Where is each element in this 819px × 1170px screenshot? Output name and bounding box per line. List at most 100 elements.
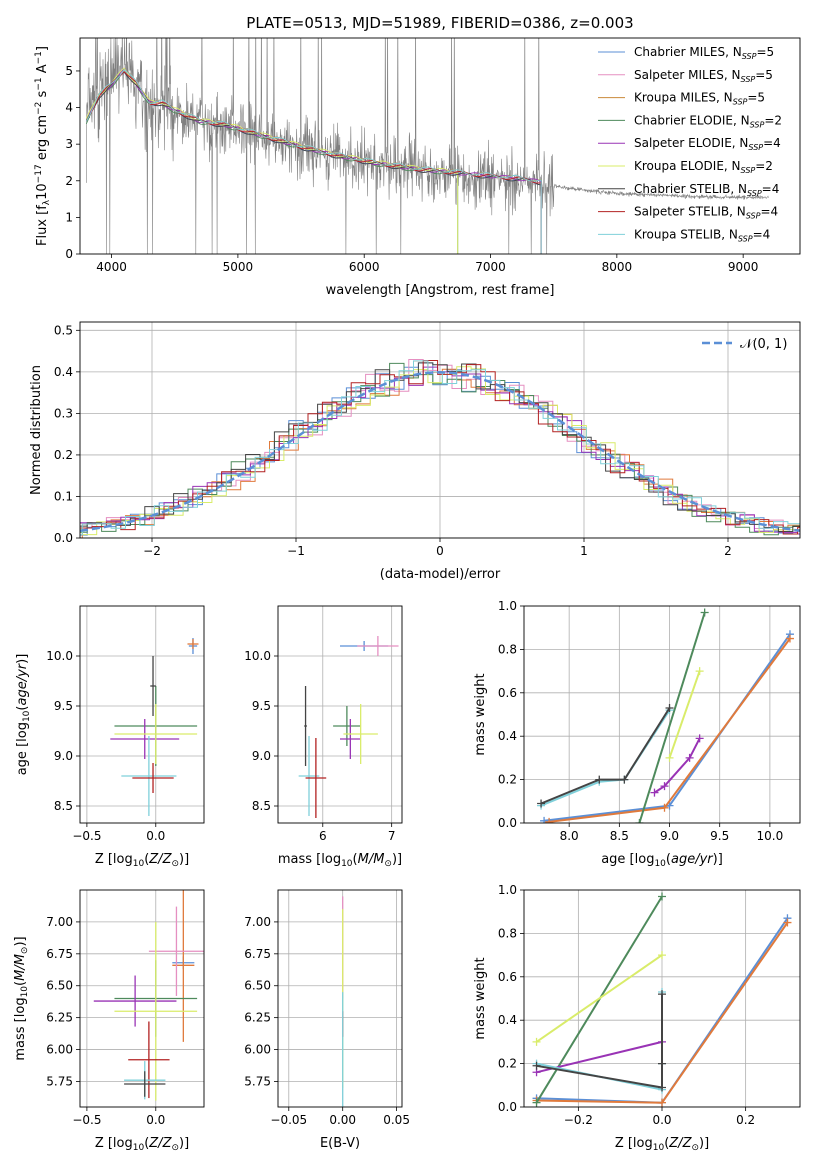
- x-axis-label: mass [log10(M/M⊙)]: [278, 852, 402, 869]
- x-tick-label: 7000: [475, 260, 506, 274]
- plot-area: [80, 890, 204, 1107]
- legend-label: Salpeter MILES, NSSP=5: [634, 68, 773, 84]
- y-tick-label: 6.00: [46, 1043, 73, 1057]
- x-axis-label: (data-model)/error: [380, 567, 501, 582]
- axes-frame: [523, 605, 801, 824]
- weight-line: [543, 633, 791, 822]
- weight-marker: [532, 1061, 541, 1070]
- y-tick-label: 0.0: [498, 1100, 517, 1114]
- errorbar-point: [333, 706, 361, 746]
- x-tick-label: −2: [143, 544, 161, 558]
- y-axis-label: mass weight: [473, 673, 488, 755]
- y-tick-label: 9.5: [54, 699, 73, 713]
- axes-frame: [79, 605, 205, 824]
- plot-area: [80, 606, 204, 823]
- y-tick-label: 0.0: [498, 816, 517, 830]
- legend-label: Chabrier STELIB, NSSP=4: [634, 182, 779, 198]
- histogram-chabrier_stelib: [80, 362, 800, 532]
- y-tick-label: 6.75: [46, 947, 73, 961]
- y-tick-label: 0.2: [498, 773, 517, 787]
- x-tick-label: 8000: [602, 260, 633, 274]
- plot-area: [524, 606, 800, 823]
- y-tick-label: 0.8: [498, 926, 517, 940]
- weight-line: [540, 707, 671, 805]
- normal-curve: [80, 371, 800, 532]
- weight-marker: [685, 753, 694, 762]
- y-tick-label: 0.3: [54, 406, 73, 420]
- x-tick-label: 8.5: [610, 829, 629, 843]
- chart-age_vs_Z: −0.5 0.0 8.5 9.0 9.5 10.0 Z [log10(Z/Z⊙)] age […: [15, 605, 205, 869]
- y-tick-label: 9.0: [252, 749, 271, 763]
- x-tick-label: 0.05: [383, 1113, 410, 1127]
- figure-title: PLATE=0513, MJD=51989, FIBERID=0386, z=0…: [246, 14, 633, 32]
- errorbar-point: [148, 906, 204, 996]
- legend-label: Chabrier MILES, NSSP=5: [634, 45, 774, 61]
- y-tick-label: 5.75: [244, 1074, 271, 1088]
- y-tick-label: 0.5: [54, 323, 73, 337]
- weight-marker: [665, 703, 674, 712]
- errorbar-point: [110, 719, 180, 759]
- x-tick-label: −0.5: [72, 829, 101, 843]
- axes-frame: [79, 37, 801, 255]
- x-tick-label: 0.2: [736, 1113, 755, 1127]
- weight-marker: [545, 817, 554, 823]
- spectrum-data-line: [86, 38, 769, 254]
- y-tick-label: 8.5: [54, 799, 73, 813]
- x-axis-label: Z [log10(Z/Z⊙)]: [615, 1136, 709, 1153]
- weight-marker: [650, 788, 659, 797]
- errorbar-point: [124, 1071, 166, 1097]
- weight-marker: [660, 782, 669, 791]
- x-tick-label: −0.5: [72, 1113, 101, 1127]
- y-axis-label: age [log10(age/yr)]: [15, 654, 32, 776]
- x-tick-label: 7: [388, 829, 396, 843]
- legend-label: 𝒩(0, 1): [740, 337, 787, 352]
- weight-marker: [658, 1098, 666, 1107]
- y-tick-label: 1.0: [498, 883, 517, 897]
- x-axis-label: age [log10(age/yr)]: [601, 852, 723, 869]
- y-tick-label: 5.75: [46, 1074, 73, 1088]
- y-axis-label: Normed distribution: [29, 365, 44, 495]
- y-tick-label: 10.0: [244, 649, 271, 663]
- weight-marker: [540, 816, 549, 823]
- legend-label: Salpeter STELIB, NSSP=4: [634, 205, 778, 221]
- chart-weight_vs_age: 8.0 8.5 9.0 9.5 10.0 0.0 0.2 0.4 0.6 0.8 1.0 age [l…: [473, 599, 801, 869]
- y-tick-label: 8.5: [252, 799, 271, 813]
- plot-area: [524, 890, 800, 1107]
- weight-line: [536, 994, 663, 1089]
- legend-label: Kroupa STELIB, NSSP=4: [634, 227, 770, 243]
- weight-line: [653, 737, 701, 794]
- x-axis-label: Z [log10(Z/Z⊙)]: [95, 1136, 189, 1153]
- weight-marker: [700, 608, 709, 617]
- axes-frame: [277, 889, 403, 1108]
- errorbar-point: [114, 704, 198, 764]
- errorbar-point: [340, 719, 361, 759]
- y-tick-label: 7.00: [46, 915, 73, 929]
- weight-marker: [660, 803, 669, 812]
- y-tick-label: 4: [65, 101, 73, 115]
- axes-frame: [277, 605, 403, 824]
- y-tick-label: 9.0: [54, 749, 73, 763]
- weight-marker: [658, 892, 666, 901]
- errorbar-point: [187, 639, 199, 649]
- chart-mass_vs_ebv: −0.05 0.00 0.05 5.75 6.00 6.25 6.50 6.75 7.00 E(B…: [244, 889, 410, 1151]
- y-tick-label: 6.50: [244, 979, 271, 993]
- y-tick-label: 1: [65, 210, 73, 224]
- x-tick-label: 0.0: [652, 1113, 671, 1127]
- weight-line: [638, 612, 706, 823]
- x-tick-label: 9.0: [660, 829, 679, 843]
- weight-marker: [785, 634, 794, 643]
- y-tick-label: 10.0: [46, 649, 73, 663]
- x-tick-label: 9000: [728, 260, 759, 274]
- weight-line: [668, 670, 701, 759]
- errorbar-point: [121, 736, 177, 816]
- x-axis-label: E(B-V): [320, 1136, 360, 1151]
- axes-frame: [79, 889, 205, 1108]
- weight-marker: [695, 734, 704, 743]
- x-tick-label: 9.5: [710, 829, 729, 843]
- y-tick-label: 0.2: [498, 1057, 517, 1071]
- y-tick-label: 0.1: [54, 489, 73, 503]
- errorbar-point: [128, 1021, 170, 1099]
- weight-line: [535, 954, 663, 1043]
- x-tick-label: −0.2: [564, 1113, 593, 1127]
